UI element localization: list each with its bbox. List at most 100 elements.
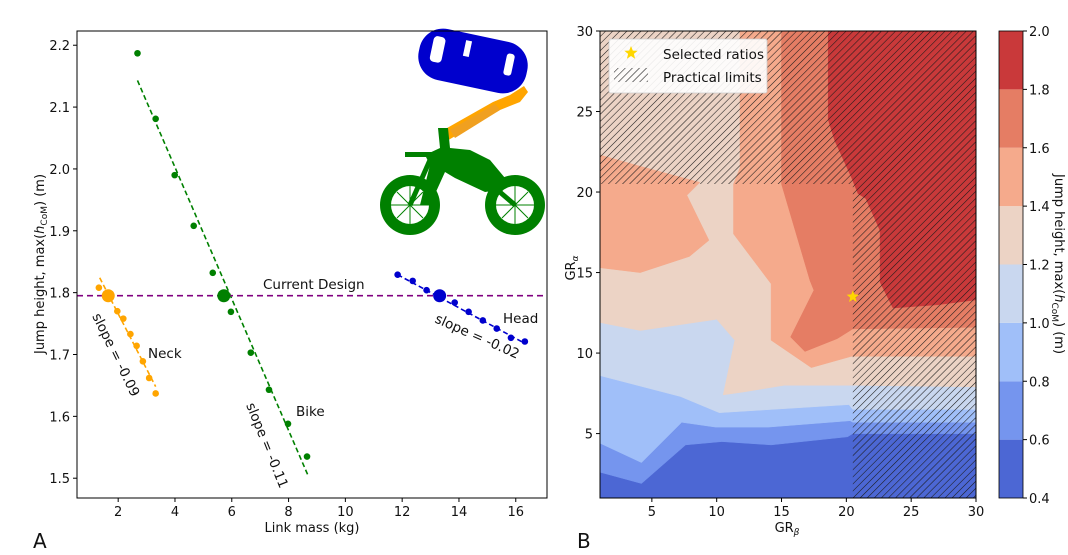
colorbar-tick-label: 0.8 <box>1029 375 1050 390</box>
x-ticks-b: 5 10 15 20 25 30 <box>648 498 984 520</box>
y-tick-label-a: 1.5 <box>49 472 70 487</box>
x-axis-label-b: GRβ <box>775 521 800 538</box>
colorbar-segment <box>999 322 1023 382</box>
head-point <box>521 338 529 345</box>
legend-practical-limits: Practical limits <box>663 70 762 86</box>
legend-box <box>608 38 768 94</box>
neck-point <box>95 284 103 291</box>
y-tick-label-a: 2.1 <box>49 101 70 116</box>
colorbar-tick-label: 0.6 <box>1029 434 1050 449</box>
y-tick-label-b: 10 <box>576 347 593 362</box>
colorbar-tick-label: 1.0 <box>1029 317 1050 332</box>
bike-point <box>209 269 217 277</box>
bike-label: Bike <box>296 404 325 420</box>
x-tick-label-b: 20 <box>838 505 855 520</box>
data-points <box>95 49 529 460</box>
robot-illustration <box>380 28 545 235</box>
y-tick-label-b: 30 <box>576 25 593 40</box>
bike-point <box>190 222 198 230</box>
y-tick-label-a: 1.7 <box>49 348 70 363</box>
y-ticks-b: 5 10 15 20 25 30 <box>576 25 600 443</box>
head-current-design-point <box>433 289 447 303</box>
neck-point <box>127 330 134 338</box>
colorbar-tick-label: 2.0 <box>1029 25 1050 40</box>
panel-b: 5 10 15 20 25 30 5 10 15 20 25 30 Selected ratios … <box>564 25 1066 553</box>
y-tick-label-b: 5 <box>585 428 593 443</box>
bike-current-design-point <box>217 289 231 303</box>
bike-point <box>134 49 141 57</box>
y-axis-label-b: GRα <box>564 255 581 280</box>
panel-label-b: B <box>577 529 591 553</box>
selected-ratio-group <box>846 290 859 302</box>
panel-label-a: A <box>33 529 47 553</box>
colorbar-segment <box>999 439 1023 498</box>
colorbar-segment <box>999 264 1023 323</box>
colorbar <box>999 31 1023 498</box>
axes-frame-a <box>76 30 548 499</box>
x-tick-label-b: 5 <box>648 505 656 520</box>
head-point <box>507 334 515 342</box>
head-point <box>409 277 416 285</box>
x-tick-label-a: 8 <box>284 505 292 520</box>
head-point <box>479 317 487 324</box>
x-tick-label-a: 14 <box>451 505 468 520</box>
bike-point <box>227 308 235 316</box>
colorbar-segment <box>999 31 1023 90</box>
neck-point <box>133 342 140 350</box>
robot-bike <box>380 128 545 235</box>
neck-point <box>145 374 153 382</box>
neck-slope-label: slope = -0.09 <box>88 311 142 400</box>
colorbar-tick-label: 0.4 <box>1029 492 1050 507</box>
head-point <box>423 286 430 294</box>
colorbar-tick-label: 1.6 <box>1029 142 1050 157</box>
head-point <box>451 299 459 306</box>
neck-point <box>139 358 147 365</box>
colorbar-segment <box>999 147 1023 207</box>
y-tick-label-a: 1.9 <box>49 225 70 240</box>
legend: Selected ratios Practical limits <box>608 38 768 94</box>
x-ticks-a: 2 4 6 8 10 12 14 16 <box>114 498 524 520</box>
neck-point <box>119 315 127 322</box>
colorbar-tick-label: 1.8 <box>1029 83 1050 98</box>
y-tick-label-b: 20 <box>576 186 593 201</box>
y-tick-label-a: 2.2 <box>49 39 70 54</box>
x-tick-label-a: 12 <box>394 505 411 520</box>
colorbar-tick-label: 1.4 <box>1029 200 1050 215</box>
robot-neck <box>440 86 528 142</box>
x-tick-label-b: 15 <box>773 505 790 520</box>
y-tick-label-a: 1.6 <box>49 410 70 425</box>
panel-a: 2 4 6 8 10 12 14 16 1.5 1.6 1.7 1.8 1.9 2.0 2.1 2.2 Cu… <box>33 28 548 553</box>
bike-point <box>171 171 178 179</box>
x-axis-label-a: Link mass (kg) <box>265 521 360 536</box>
colorbar-label: Jump height, max(hCoM) (m) <box>1049 173 1066 354</box>
x-tick-label-a: 6 <box>228 505 236 520</box>
head-point <box>394 271 401 279</box>
bike-point <box>303 453 311 460</box>
colorbar-tick-label: 1.2 <box>1029 259 1050 274</box>
y-tick-label-a: 2.0 <box>49 163 70 178</box>
y-axis-label-a: Jump height, max(hCoM) (m) <box>33 174 50 355</box>
neck-current-design-point <box>101 289 115 303</box>
x-tick-label-a: 4 <box>171 505 179 520</box>
bike-point <box>265 386 273 394</box>
head-point <box>465 308 472 316</box>
axes-frame-b <box>599 30 977 499</box>
y-tick-label-b: 15 <box>576 267 593 282</box>
neck-point <box>114 307 121 315</box>
x-tick-label-b: 25 <box>903 505 920 520</box>
y-ticks-a: 1.5 1.6 1.7 1.8 1.9 2.0 2.1 2.2 <box>49 39 77 487</box>
neck-point <box>152 390 159 397</box>
x-tick-label-a: 16 <box>507 505 524 520</box>
selected-ratio-star <box>846 290 859 302</box>
colorbar-ticks: 0.4 0.6 0.8 1.0 1.2 1.4 1.6 1.8 2.0 <box>1023 25 1050 507</box>
y-tick-label-a: 1.8 <box>49 287 70 302</box>
bike-point <box>284 420 292 428</box>
bike-slope-label: slope = -0.11 <box>242 401 291 491</box>
robot-head <box>418 28 528 94</box>
y-tick-label-b: 25 <box>576 106 593 121</box>
colorbar-segment <box>999 381 1023 440</box>
legend-selected-ratios: Selected ratios <box>663 47 764 63</box>
current-design-label: Current Design <box>263 277 365 293</box>
legend-star-icon <box>624 46 638 59</box>
